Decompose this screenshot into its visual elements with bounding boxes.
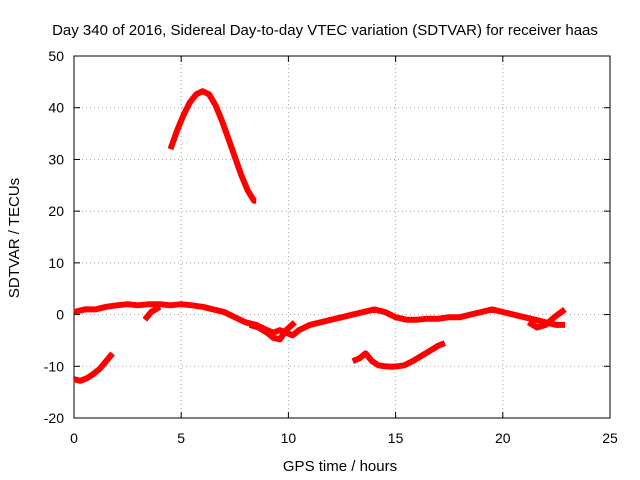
y-axis-label: SDTVAR / TECUs xyxy=(6,178,23,298)
x-tick-label: 0 xyxy=(70,430,78,446)
series-arc-hook-c xyxy=(526,306,567,331)
grid-layer xyxy=(74,56,610,418)
plot-frame xyxy=(73,55,611,419)
x-tick-label: 10 xyxy=(281,430,297,446)
series-arc-hook-b xyxy=(248,320,297,343)
series-arc-main xyxy=(73,301,565,339)
y-tick-label: -20 xyxy=(44,410,64,426)
series-arc-hook-a xyxy=(142,304,162,322)
x-tick-label: 15 xyxy=(388,430,404,446)
x-tick-label: 20 xyxy=(495,430,511,446)
series-arc-peak xyxy=(167,88,258,204)
y-tick-label: 20 xyxy=(48,203,64,219)
y-tick-label: 50 xyxy=(48,48,64,64)
x-axis-label: GPS time / hours xyxy=(283,458,397,475)
y-tick-label: -10 xyxy=(44,358,64,374)
chart-title: Day 340 of 2016, Sidereal Day-to-day VTE… xyxy=(52,22,598,39)
series-arc-start-low xyxy=(73,351,115,384)
series-layer xyxy=(73,88,567,384)
y-tick-label: 40 xyxy=(48,100,64,116)
x-tick-label: 5 xyxy=(177,430,185,446)
ticks-layer: 0 5 10 15 20 25 -20 -10 0 10 20 30 40 50 xyxy=(44,48,618,446)
x-tick-label: 25 xyxy=(602,430,618,446)
y-tick-label: 0 xyxy=(56,307,64,323)
series-arc-late-low xyxy=(351,340,447,370)
y-tick-label: 10 xyxy=(48,255,64,271)
y-tick-label: 30 xyxy=(48,151,64,167)
